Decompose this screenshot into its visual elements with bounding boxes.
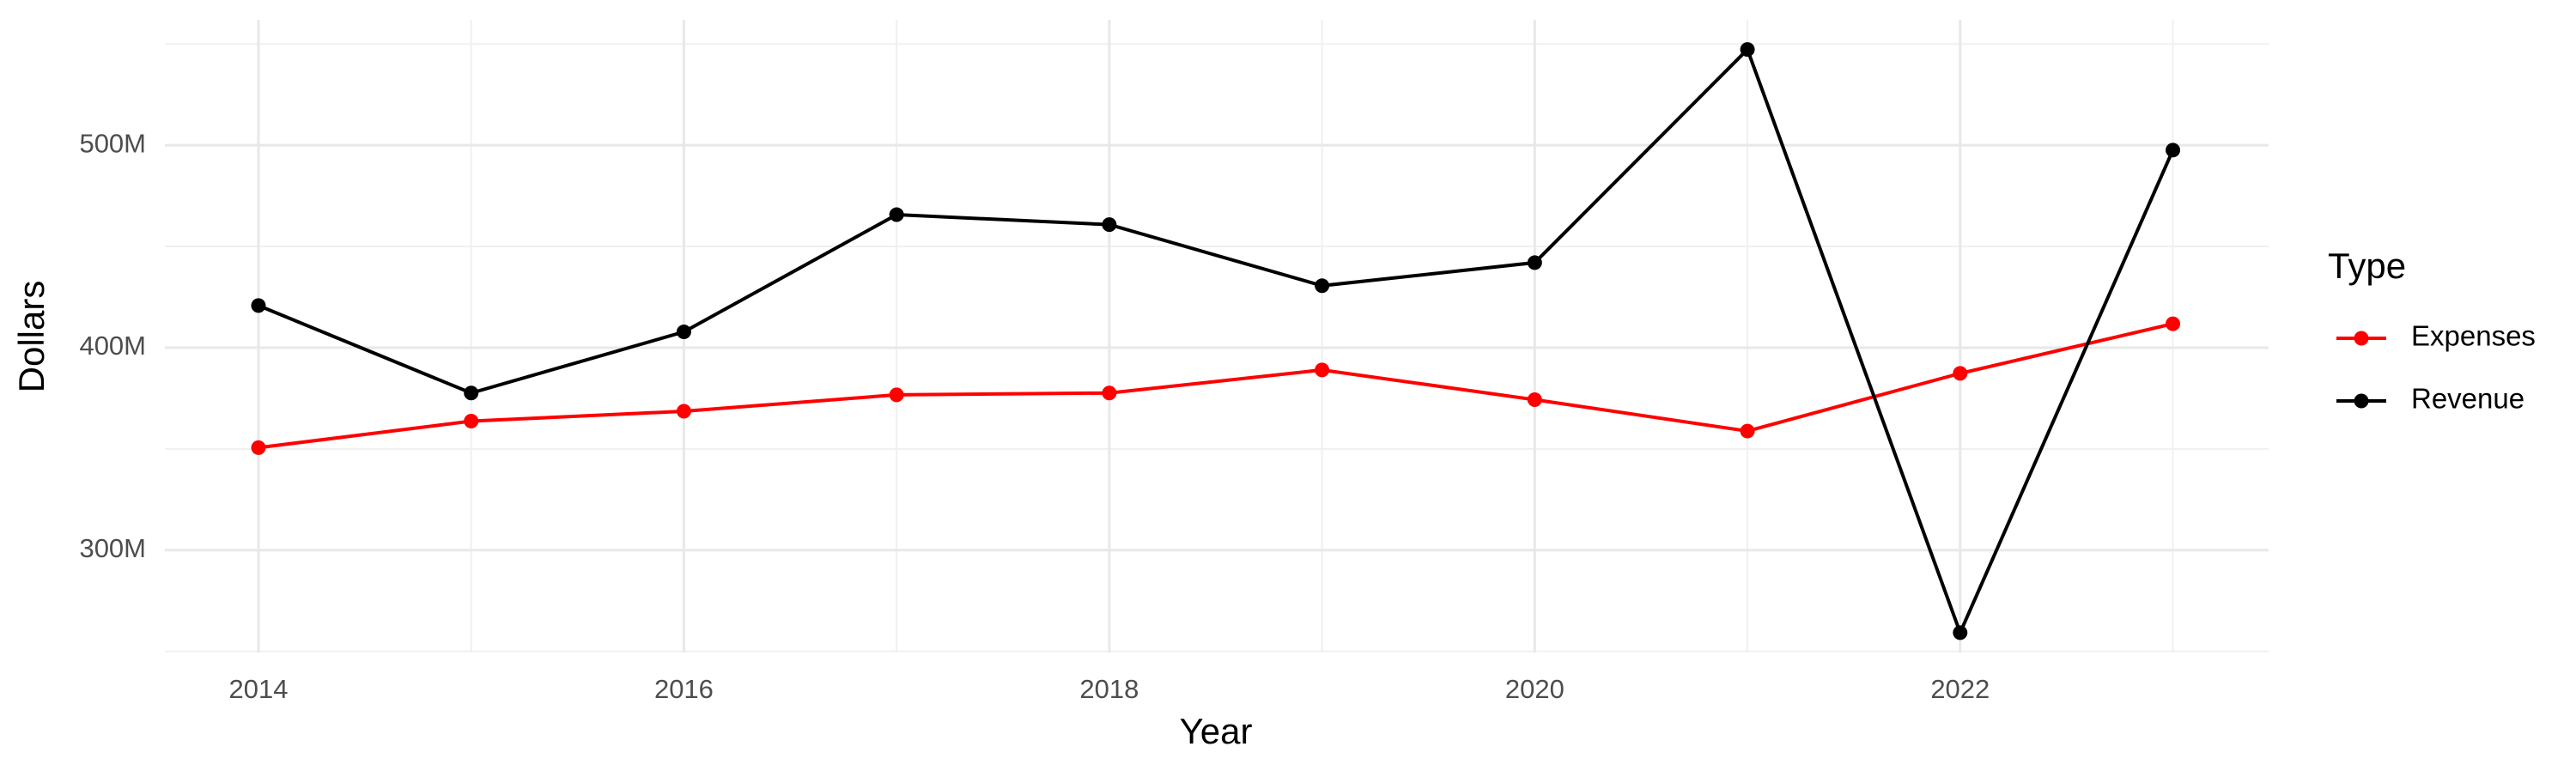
data-point <box>251 440 266 455</box>
legend-label: Revenue <box>2411 383 2524 415</box>
data-point <box>889 207 904 222</box>
data-point <box>464 385 479 401</box>
y-tick-label: 300M <box>79 533 146 563</box>
data-point <box>676 404 691 419</box>
data-point <box>1527 392 1542 408</box>
y-tick-label: 400M <box>79 331 146 361</box>
data-point <box>1102 217 1117 233</box>
data-point <box>251 298 266 313</box>
x-tick-label: 2018 <box>1079 674 1139 704</box>
y-axis-title: Dollars <box>11 281 52 393</box>
legend-title: Type <box>2328 246 2406 286</box>
legend-swatch-point <box>2354 331 2369 346</box>
y-tick-label: 500M <box>79 128 146 158</box>
data-point <box>1315 362 1330 378</box>
data-point <box>1740 42 1755 58</box>
data-point <box>676 325 691 340</box>
data-point <box>2166 143 2181 158</box>
series-line <box>258 46 2175 638</box>
data-point <box>1315 278 1330 294</box>
data-point <box>889 387 904 403</box>
data-point <box>1102 385 1117 401</box>
legend-swatch-point <box>2354 393 2369 409</box>
data-point <box>2166 316 2181 331</box>
legend-label: Expenses <box>2411 320 2536 352</box>
data-point <box>1527 255 1542 270</box>
data-point <box>1953 625 1968 640</box>
data-point <box>1953 366 1968 381</box>
data-point <box>1740 423 1755 439</box>
series-line <box>258 322 2173 450</box>
x-axis-title: Year <box>1180 711 1253 751</box>
x-tick-label: 2014 <box>229 674 289 704</box>
x-tick-label: 2016 <box>654 674 714 704</box>
x-tick-label: 2022 <box>1930 674 1990 704</box>
x-tick-label: 2020 <box>1505 674 1564 704</box>
data-point <box>464 414 479 429</box>
